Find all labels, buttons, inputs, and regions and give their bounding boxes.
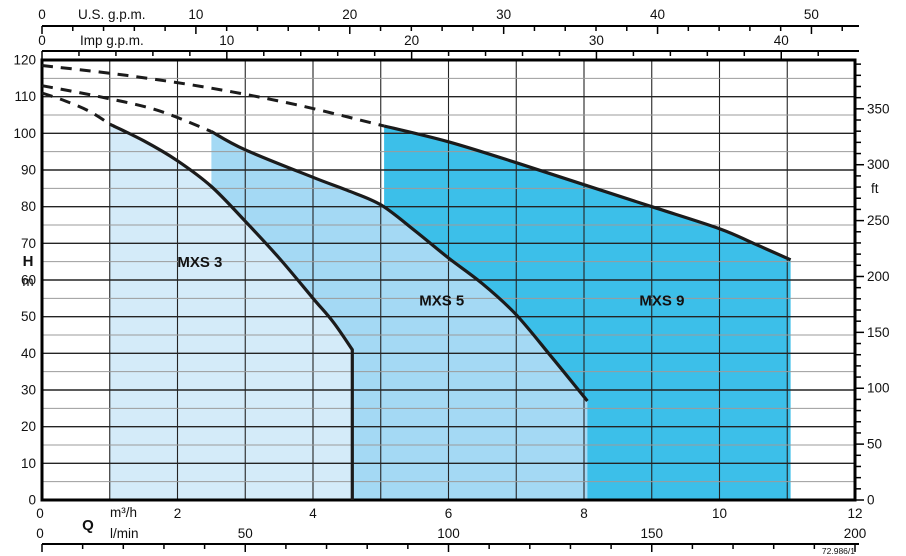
head-ft-tick-label: 0 [867, 493, 875, 508]
mxs3-operating-region [109, 124, 353, 500]
us-gpm-tick-label: 30 [496, 7, 511, 22]
flow-unit-m3h: m³/h [110, 505, 137, 520]
mxs9-curve-dashed [41, 64, 385, 128]
us-gpm-tick-label: 20 [342, 7, 357, 22]
head-m-tick-label: 60 [21, 273, 36, 288]
imp-gpm-tick-label: 20 [404, 33, 419, 48]
flow-m3h-tick-label: 8 [580, 506, 588, 521]
flow-lmin-tick-label: 0 [36, 526, 44, 541]
head-ft-tick-label: 100 [867, 381, 890, 396]
head-ft-tick-label: 150 [867, 325, 890, 340]
flow-m3h-tick-label: 4 [309, 506, 317, 521]
head-axis-unit-ft: ft [871, 181, 879, 196]
mxs3-curve-dashed [41, 91, 111, 126]
mxs3-label: MXS 3 [177, 254, 222, 271]
flow-m3h-tick-label: 0 [36, 506, 44, 521]
imp-gpm-tick-label: 40 [774, 33, 789, 48]
imp-gpm-tick-label: 10 [219, 33, 234, 48]
mxs5-curve-solid [210, 130, 589, 403]
head-m-tick-label: 80 [21, 199, 36, 214]
head-m-tick-label: 50 [21, 309, 36, 324]
flow-axis-m3h: 0 2 4 6 8 10 12 Qm³/h [36, 505, 862, 534]
head-m-tick-label: 70 [21, 236, 36, 251]
head-axis-name: H [23, 253, 34, 270]
us-gpm-tick-label: 50 [804, 7, 819, 22]
flow-lmin-tick-label: 100 [437, 526, 460, 541]
flow-axis-lmin: l/min 0 50 100 150 200 [36, 526, 866, 552]
us-gpm-tick-label: 40 [650, 7, 665, 22]
flow-unit-lmin: l/min [110, 526, 139, 541]
series-labels: MXS 3 MXS 5 MXS 9 [177, 254, 684, 310]
flow-m3h-tick-label: 10 [712, 506, 727, 521]
mxs9-label: MXS 9 [639, 293, 684, 310]
mxs9-curve-solid [383, 124, 792, 262]
us-gpm-tick-label: 10 [188, 7, 203, 22]
head-m-tick-label: 40 [21, 346, 36, 361]
imp-gpm-axis: 0 10 20 30 40 Imp g.p.m. [38, 33, 859, 59]
head-axis-left: 0 10 20 30 40 50 60 70 80 90 100 110 120 Hm [13, 53, 36, 508]
head-ft-tick-label: 50 [867, 437, 882, 452]
head-m-tick-label: 30 [21, 383, 36, 398]
flow-axis-name: Q [82, 517, 94, 534]
mxs3-curve-solid [109, 122, 354, 500]
head-axis-right: 0 50 100 150 200 250 300 350 ft [855, 63, 890, 508]
imp-gpm-tick-label: 0 [38, 33, 46, 48]
us-gpm-axis-title: U.S. g.p.m. [78, 7, 146, 22]
head-ft-tick-label: 200 [867, 269, 890, 284]
us-gpm-tick-label: 0 [38, 7, 46, 22]
grid [42, 60, 855, 500]
head-m-tick-label: 90 [21, 163, 36, 178]
flow-lmin-tick-label: 150 [640, 526, 663, 541]
flow-m3h-tick-label: 12 [847, 506, 862, 521]
flow-m3h-tick-label: 6 [445, 506, 453, 521]
head-m-tick-label: 0 [28, 493, 36, 508]
mxs5-label: MXS 5 [419, 293, 464, 310]
head-axis-unit-m: m [22, 274, 33, 289]
head-m-tick-label: 20 [21, 419, 36, 434]
mxs5-curve-dashed [41, 84, 212, 133]
plot-border [40, 58, 857, 502]
imp-gpm-tick-label: 30 [589, 33, 604, 48]
head-m-tick-label: 120 [13, 53, 36, 68]
flow-m3h-tick-label: 2 [174, 506, 182, 521]
head-ft-tick-label: 250 [867, 213, 890, 228]
head-m-tick-label: 10 [21, 456, 36, 471]
imp-gpm-axis-title: Imp g.p.m. [80, 33, 144, 48]
chart-reference-number: 72.986/1 [822, 546, 855, 556]
us-gpm-axis: 0 10 20 30 40 50 U.S. g.p.m. [38, 7, 859, 34]
head-m-tick-label: 110 [14, 89, 36, 104]
head-ft-tick-label: 300 [867, 157, 890, 172]
pump-curves [41, 64, 792, 500]
head-ft-tick-label: 350 [867, 101, 890, 116]
head-m-tick-label: 100 [13, 126, 36, 141]
flow-lmin-tick-label: 200 [844, 526, 867, 541]
flow-lmin-tick-label: 50 [238, 526, 253, 541]
